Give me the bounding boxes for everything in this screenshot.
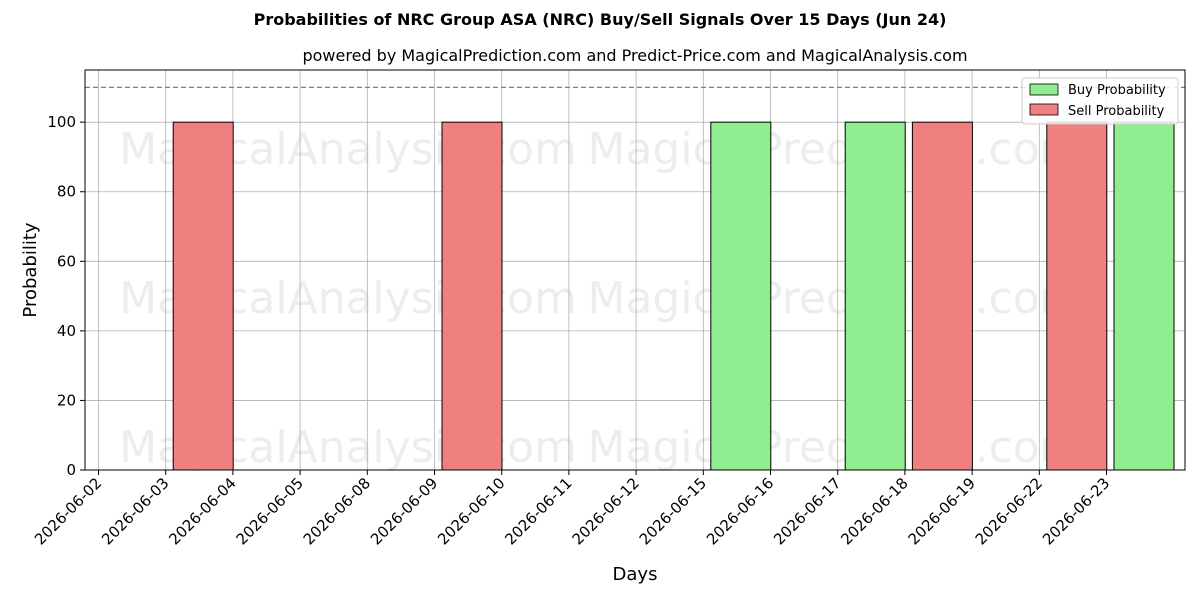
- x-tick-label: 2026-06-04: [165, 474, 239, 548]
- legend-box: [1021, 77, 1179, 125]
- buy-bar: [710, 121, 772, 471]
- x-tick-label: 2026-06-08: [300, 474, 374, 548]
- y-axis-label: Probability: [20, 222, 41, 317]
- chart-title: Probabilities of NRC Group ASA (NRC) Buy…: [253, 10, 947, 29]
- legend-swatch-sell: [1029, 103, 1059, 116]
- x-tick-label: 2026-06-11: [501, 474, 575, 548]
- legend-swatch-buy: [1029, 83, 1059, 96]
- y-tick-label: 20: [57, 391, 76, 409]
- x-tick-label: 2026-06-10: [434, 474, 508, 548]
- watermark-text: MagicalPrediction.com: [588, 124, 1083, 175]
- legend-label-buy: Buy Probability: [1068, 83, 1166, 98]
- x-tick-label: 2026-06-19: [905, 474, 979, 548]
- x-tick-label: 2026-06-09: [367, 474, 441, 548]
- y-tick-label: 80: [57, 183, 76, 201]
- x-tick-label: 2026-06-22: [972, 474, 1046, 548]
- y-tick-label: 40: [57, 322, 76, 340]
- sell-bar: [172, 121, 234, 471]
- x-tick-label: 2026-06-17: [770, 474, 844, 548]
- buy-bar: [1113, 121, 1175, 471]
- sell-bar: [1046, 121, 1108, 471]
- plot-frame: [84, 69, 1186, 471]
- y-axis-ticks: 0 20 40 60 80 100: [47, 113, 85, 479]
- x-tick-label: 2026-06-23: [1039, 474, 1113, 548]
- watermark-text: MagicalPrediction.com: [588, 422, 1083, 473]
- x-tick-label: 2026-06-16: [703, 474, 777, 548]
- legend-label-sell: Sell Probability: [1068, 104, 1165, 119]
- y-tick-label: 60: [57, 252, 76, 270]
- x-tick-label: 2026-06-03: [98, 474, 172, 548]
- y-tick-label: 100: [47, 113, 76, 131]
- x-axis-label: Days: [613, 564, 658, 585]
- sell-bar: [441, 121, 503, 471]
- x-tick-label: 2026-06-05: [233, 474, 307, 548]
- x-tick-label: 2026-06-15: [636, 474, 710, 548]
- buy-bar: [844, 121, 906, 471]
- chart-subtitle: powered by MagicalPrediction.com and Pre…: [302, 46, 968, 65]
- legend: Buy Probability Sell Probability: [1021, 77, 1179, 125]
- x-tick-label: 2026-06-02: [31, 474, 105, 548]
- x-axis-ticks: 2026-06-022026-06-032026-06-042026-06-05…: [31, 470, 1113, 548]
- watermark-text: MagicalPrediction.com: [588, 273, 1083, 324]
- x-tick-label: 2026-06-12: [569, 474, 643, 548]
- bars-layer: [172, 121, 1175, 471]
- x-tick-label: 2026-06-18: [837, 474, 911, 548]
- sell-bar: [911, 121, 973, 471]
- y-tick-label: 0: [66, 461, 76, 479]
